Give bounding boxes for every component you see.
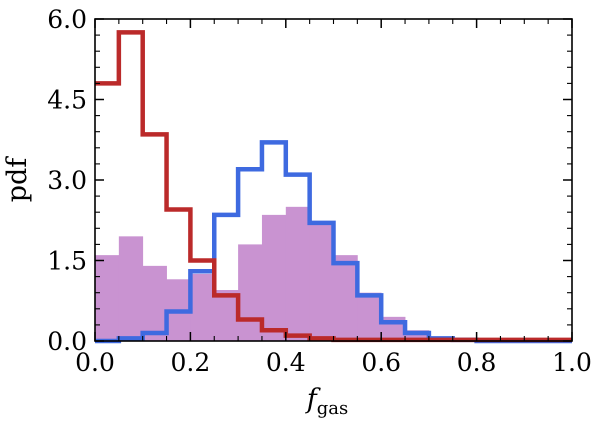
filled-histogram-bar: [214, 290, 238, 341]
plot-area: [95, 32, 572, 341]
y-tick-label: 6.0: [47, 5, 87, 34]
x-tick-label: 0.6: [361, 348, 401, 377]
x-tick-label: 0.2: [171, 348, 211, 377]
filled-histogram-bar: [238, 244, 262, 341]
filled-histogram-bar: [310, 223, 334, 341]
y-axis-label: pdf: [2, 156, 33, 203]
filled-histogram-bar: [95, 255, 119, 341]
x-tick-label: 0.8: [457, 348, 497, 377]
y-tick-label: 3.0: [47, 166, 87, 195]
filled-histogram-bar: [334, 255, 358, 341]
y-tick-label: 4.5: [47, 86, 87, 115]
filled-histogram-bar: [143, 266, 167, 341]
filled-histogram-bar: [262, 215, 286, 341]
x-axis-label-subscript: gas: [317, 398, 349, 419]
filled-histogram-bar: [286, 207, 310, 341]
y-tick-label: 1.5: [47, 247, 87, 276]
x-tick-label: 1.0: [552, 348, 592, 377]
filled-histogram-bar: [190, 274, 214, 341]
filled-histogram-bar: [357, 293, 381, 341]
filled-histogram-bar: [119, 236, 143, 341]
x-tick-label: 0.4: [266, 348, 306, 377]
y-tick-label: 0.0: [47, 327, 87, 356]
x-axis-label: fgas: [305, 384, 349, 419]
